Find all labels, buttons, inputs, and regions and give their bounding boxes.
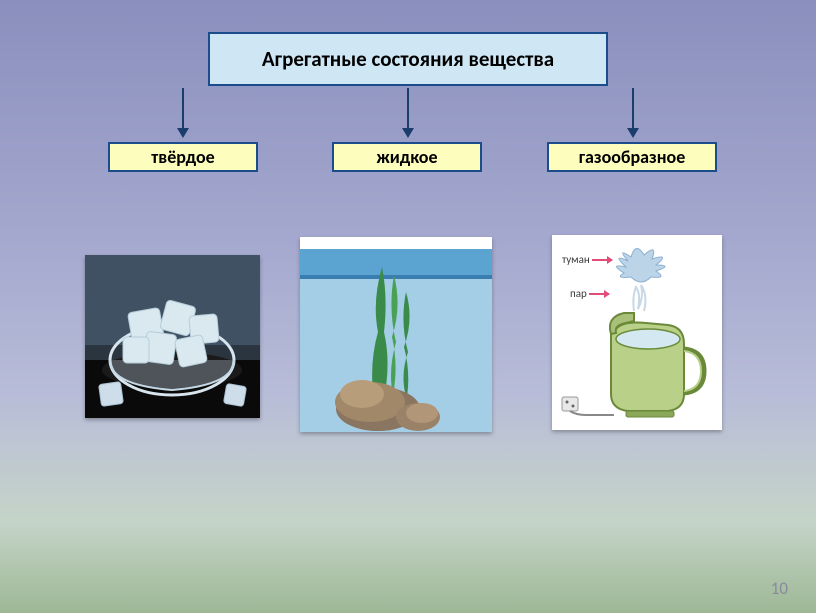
steam-label: пар — [570, 287, 609, 300]
state-solid: твёрдое — [108, 142, 258, 172]
image-liquid — [300, 237, 492, 432]
arrow-liquid — [407, 88, 409, 136]
diagram-title: Агрегатные состояния вещества — [208, 32, 608, 86]
fog-arrow-icon — [592, 259, 612, 261]
state-solid-label: твёрдое — [151, 146, 214, 168]
fog-label: туман — [562, 253, 612, 266]
state-gas-label: газообразное — [579, 146, 686, 168]
page-number: 10 — [771, 578, 788, 599]
arrow-gas — [632, 88, 634, 136]
state-gas: газообразное — [547, 142, 717, 172]
steam-text: пар — [570, 287, 587, 300]
image-gas: туман пар — [552, 235, 722, 430]
arrow-solid — [182, 88, 184, 136]
ice-illustration — [85, 255, 260, 418]
image-solid — [85, 255, 260, 418]
state-liquid: жидкое — [332, 142, 482, 172]
water-illustration — [300, 237, 492, 432]
kettle-illustration — [556, 239, 718, 426]
fog-text: туман — [562, 253, 590, 266]
title-text: Агрегатные состояния вещества — [262, 46, 554, 72]
state-liquid-label: жидкое — [376, 146, 437, 168]
steam-arrow-icon — [589, 293, 609, 295]
